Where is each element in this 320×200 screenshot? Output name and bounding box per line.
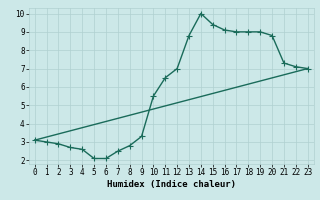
X-axis label: Humidex (Indice chaleur): Humidex (Indice chaleur) xyxy=(107,180,236,189)
